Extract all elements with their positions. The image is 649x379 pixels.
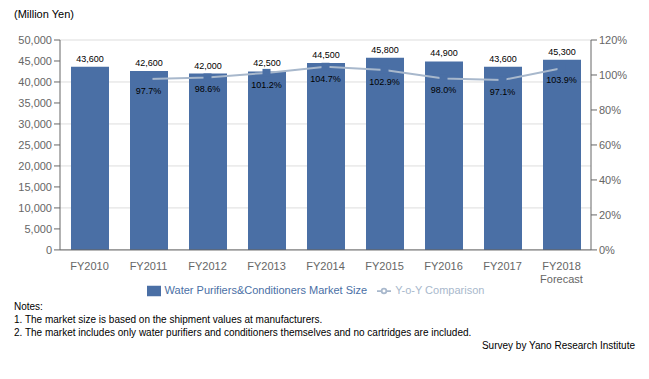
svg-text:80%: 80%	[599, 104, 621, 116]
svg-text:43,600: 43,600	[489, 54, 517, 64]
svg-text:FY2014: FY2014	[306, 260, 345, 272]
svg-text:42,000: 42,000	[194, 61, 222, 71]
svg-text:97.1%: 97.1%	[490, 87, 516, 97]
svg-text:43,600: 43,600	[76, 54, 104, 64]
svg-text:FY2016: FY2016	[424, 260, 463, 272]
svg-text:42,600: 42,600	[135, 58, 163, 68]
svg-text:98.0%: 98.0%	[431, 85, 457, 95]
svg-text:103.9%: 103.9%	[546, 75, 577, 85]
svg-text:45,800: 45,800	[371, 45, 399, 55]
svg-text:FY2011: FY2011	[130, 260, 168, 272]
svg-text:104.7%: 104.7%	[310, 74, 341, 84]
svg-text:102.9%: 102.9%	[369, 77, 400, 87]
html-text:Survey by Yano Research Instit: Survey by Yano Research Institute	[482, 340, 635, 351]
svg-text:45,300: 45,300	[548, 47, 576, 57]
svg-text:FY2017: FY2017	[483, 260, 522, 272]
svg-text:50,000: 50,000	[18, 34, 52, 46]
svg-text:15,000: 15,000	[18, 181, 52, 193]
html-text:1. The market size is based on: 1. The market size is based on the shipm…	[14, 314, 323, 325]
svg-text:10,000: 10,000	[18, 202, 52, 214]
svg-text:FY2012: FY2012	[188, 260, 227, 272]
svg-text:FY2013: FY2013	[247, 260, 286, 272]
svg-text:0%: 0%	[599, 244, 615, 256]
svg-text:60%: 60%	[599, 139, 621, 151]
svg-text:25,000: 25,000	[18, 139, 52, 151]
svg-text:FY2010: FY2010	[70, 260, 109, 272]
html-text:Notes:: Notes:	[14, 301, 43, 312]
svg-text:35,000: 35,000	[18, 97, 52, 109]
svg-text:40,000: 40,000	[18, 76, 52, 88]
svg-text:100%: 100%	[599, 69, 627, 81]
html-text:2. The market includes only wa: 2. The market includes only water purifi…	[14, 327, 472, 338]
svg-text:0: 0	[46, 244, 52, 256]
svg-text:30,000: 30,000	[18, 118, 52, 130]
svg-text:44,900: 44,900	[430, 48, 458, 58]
svg-text:45,000: 45,000	[18, 55, 52, 67]
svg-text:97.7%: 97.7%	[136, 86, 162, 96]
html-text:(Million Yen): (Million Yen)	[14, 8, 74, 20]
svg-text:5,000: 5,000	[24, 223, 52, 235]
svg-text:FY2018Forecast: FY2018Forecast	[540, 260, 583, 285]
svg-text:101.2%: 101.2%	[251, 80, 282, 90]
html-text:Y-o-Y Comparison: Y-o-Y Comparison	[395, 283, 485, 296]
svg-text:120%: 120%	[599, 34, 627, 46]
svg-text:FY2015: FY2015	[365, 260, 404, 272]
svg-text:20,000: 20,000	[18, 160, 52, 172]
svg-text:44,500: 44,500	[312, 50, 340, 60]
svg-text:20%: 20%	[599, 209, 621, 221]
svg-text:98.6%: 98.6%	[195, 84, 221, 94]
svg-text:42,500: 42,500	[253, 58, 281, 68]
svg-text:40%: 40%	[599, 174, 621, 186]
html-text:Water Purifiers&Conditioners M: Water Purifiers&Conditioners Market Size	[164, 283, 368, 296]
